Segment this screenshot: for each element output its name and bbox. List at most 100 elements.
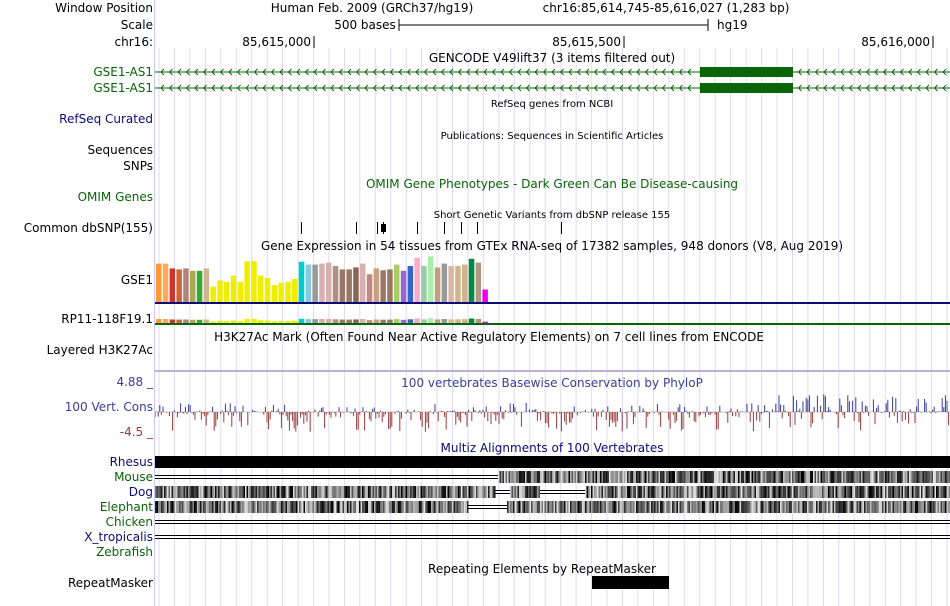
alignment-column — [738, 486, 740, 498]
gtex-gene-label[interactable]: RP11-118F19.1 — [61, 312, 153, 326]
alignment-column — [507, 471, 509, 483]
tracks-canvas[interactable]: Human Feb. 2009 (GRCh37/hg19) chr16:85,6… — [154, 0, 950, 606]
alignment-column — [222, 501, 224, 513]
gtex-gse1-bars[interactable] — [156, 256, 488, 302]
gencode-features[interactable] — [155, 67, 950, 93]
alignment-column — [747, 501, 749, 513]
alignment-column — [529, 486, 531, 498]
alignment-column — [215, 486, 217, 498]
alignment-column — [862, 486, 864, 498]
alignment-column — [561, 471, 563, 483]
alignment-column — [556, 471, 558, 483]
alignment-column — [279, 501, 281, 513]
gtex-tissue-bar — [482, 289, 488, 302]
multiz-species-label[interactable]: Mouse — [114, 470, 153, 484]
gtex-gene-label[interactable]: GSE1 — [120, 273, 153, 287]
multiz-track-title[interactable]: Multiz Alignments of 100 Vertebrates — [440, 441, 663, 455]
alignment-column — [922, 471, 924, 483]
alignment-column — [508, 471, 510, 483]
gtex-rp11-gene-line[interactable] — [155, 323, 950, 325]
alignment-column — [402, 501, 404, 513]
alignment-column — [537, 471, 539, 483]
alignment-column — [540, 501, 542, 513]
alignment-column — [643, 501, 645, 513]
omim-track-label[interactable]: OMIM Genes — [77, 190, 153, 204]
alignment-column — [378, 486, 380, 498]
gtex-tissue-bar — [441, 263, 448, 302]
h3k27ac-track-label[interactable]: Layered H3K27Ac — [46, 343, 153, 357]
alignment-column — [823, 486, 825, 498]
gtex-tissue-bar — [176, 269, 182, 302]
alignment-column — [413, 501, 415, 513]
alignment-column — [300, 501, 302, 513]
alignment-column — [239, 486, 241, 498]
gencode-track-title[interactable]: GENCODE V49lift37 (3 items filtered out) — [429, 51, 675, 65]
alignment-column — [365, 486, 367, 498]
alignment-column — [615, 501, 617, 513]
publications-track-title[interactable]: Publications: Sequences in Scientific Ar… — [441, 131, 664, 142]
alignment-column — [759, 501, 761, 513]
gtex-track-title[interactable]: Gene Expression in 54 tissues from GTEx … — [261, 239, 843, 253]
alignment-column — [308, 486, 310, 498]
alignment-column — [210, 501, 212, 513]
dbsnp-track-label[interactable]: Common dbSNP(155) — [23, 221, 153, 235]
refseq-track-label[interactable]: RefSeq Curated — [59, 112, 153, 126]
alignment-column — [945, 486, 947, 498]
alignment-column — [870, 471, 872, 483]
alignment-column — [636, 501, 638, 513]
gtex-tissue-bar — [380, 270, 386, 302]
alignment-column — [675, 471, 677, 483]
publications-track-label-snps[interactable]: SNPs — [123, 159, 153, 173]
alignment-column — [170, 501, 172, 513]
alignment-column — [666, 501, 668, 513]
alignment-column — [305, 501, 307, 513]
phylop-max-label: 4.88 _ — [116, 375, 153, 389]
alignment-column — [864, 501, 866, 513]
dbsnp-track-title[interactable]: Short Genetic Variants from dbSNP releas… — [434, 210, 671, 221]
gtex-tissue-bar — [169, 268, 176, 302]
phylop-track-label[interactable]: 100 Vert. Cons — [64, 400, 153, 414]
alignment-column — [243, 501, 245, 513]
alignment-column — [589, 486, 591, 498]
multiz-species-label[interactable]: Elephant — [99, 500, 153, 514]
alignment-column — [347, 501, 349, 513]
gtex-rp11-bars[interactable] — [156, 318, 488, 324]
alignment-column — [585, 486, 587, 498]
alignment-column — [801, 486, 803, 498]
repeatmasker-track-label[interactable]: RepeatMasker — [67, 576, 153, 590]
dbsnp-variants[interactable] — [301, 222, 562, 234]
alignment-column — [555, 501, 557, 513]
alignment-column — [888, 471, 890, 483]
multiz-species-label[interactable]: Dog — [128, 485, 153, 499]
alignment-column — [275, 486, 277, 498]
multiz-species-label[interactable]: Zebrafish — [96, 545, 153, 559]
gtex-tissue-bar — [196, 319, 203, 324]
omim-track-title[interactable]: OMIM Gene Phenotypes - Dark Green Can Be… — [366, 177, 738, 191]
h3k27ac-signal[interactable] — [155, 370, 950, 372]
multiz-alignments[interactable] — [155, 456, 950, 539]
multiz-species-label[interactable]: X_tropicalis — [84, 530, 153, 544]
refseq-track-title[interactable]: RefSeq genes from NCBI — [491, 99, 613, 110]
alignment-column — [744, 471, 746, 483]
repeatmasker-element[interactable] — [592, 576, 669, 589]
multiz-species-label[interactable]: Chicken — [105, 515, 153, 529]
alignment-column — [245, 486, 247, 498]
multiz-species-label[interactable]: Rhesus — [109, 455, 153, 469]
repeatmasker-track-title[interactable]: Repeating Elements by RepeatMasker — [428, 562, 656, 576]
gtex-gse1-gene-line[interactable] — [155, 302, 950, 304]
alignment-column — [831, 486, 833, 498]
gtex-tissue-bar — [326, 318, 332, 323]
publications-track-label[interactable]: Sequences — [87, 143, 153, 157]
h3k27ac-track-title[interactable]: H3K27Ac Mark (Often Found Near Active Re… — [214, 330, 764, 344]
phylop-signal[interactable] — [154, 394, 950, 432]
alignment-column — [354, 486, 356, 498]
alignment-column — [249, 501, 251, 513]
phylop-track-title[interactable]: 100 vertebrates Basewise Conservation by… — [401, 376, 703, 390]
gencode-item-label[interactable]: GSE1-AS1 — [93, 65, 153, 79]
alignment-column — [945, 501, 947, 513]
alignment-column — [565, 501, 567, 513]
alignment-column — [522, 471, 524, 483]
alignment-column — [399, 501, 401, 513]
gencode-item-label[interactable]: GSE1-AS1 — [93, 81, 153, 95]
track-data-area[interactable]: Human Feb. 2009 (GRCh37/hg19) chr16:85,6… — [154, 0, 950, 606]
